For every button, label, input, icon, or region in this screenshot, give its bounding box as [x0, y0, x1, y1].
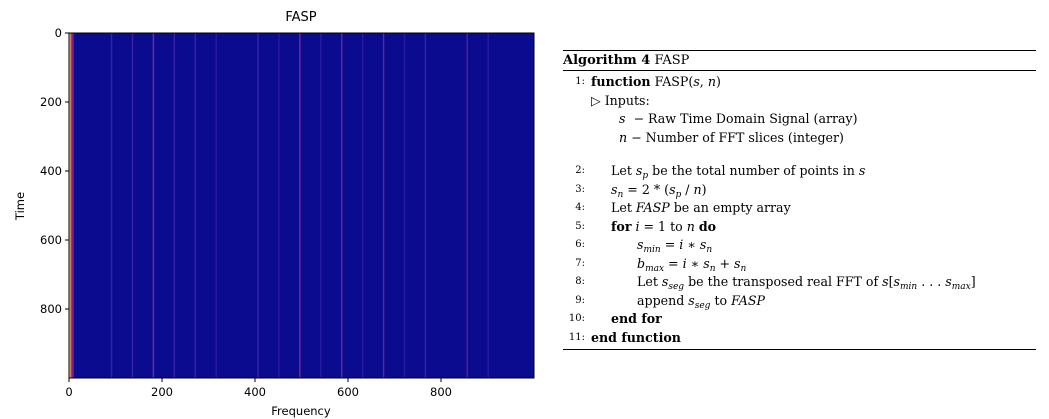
- algo-line-input-n: n − Number of FFT slices (integer): [619, 129, 844, 145]
- line-number: 11:: [568, 331, 585, 343]
- line-number: 10:: [568, 313, 585, 324]
- heatmap-column-14: [341, 33, 343, 378]
- algo-line-10: 10: end for: [563, 310, 1036, 329]
- algo-line-inputs: ▷ Inputs:: [563, 92, 1036, 111]
- heatmap-column-15: [361, 33, 364, 378]
- x-axis-label: Frequency: [271, 404, 331, 418]
- heatmap-column-2: [71, 33, 73, 378]
- heatmap-column-0: [69, 33, 71, 378]
- chart-title: FASP: [285, 10, 316, 25]
- fasp-heatmap-chart: FASP 0 200 400 600 800 0 200 400 600 800 Frequen…: [13, 10, 535, 418]
- plot-area: [69, 33, 534, 378]
- algo-line-input-s: s − Raw Time Domain Signal (array): [619, 111, 858, 126]
- algo-line-7: 7: bmax = i ∗ sn + sn: [563, 255, 1036, 274]
- keyword-do: do: [698, 218, 717, 234]
- y-axis-label: Time: [13, 192, 27, 221]
- heatmap-column-18: [424, 33, 427, 378]
- heatmap-column-5: [131, 33, 134, 378]
- caption-rule: [563, 70, 1036, 71]
- heatmap-column-12: [299, 33, 301, 378]
- algo-line-3: 3: sn = 2 * (sp / n): [563, 181, 1036, 200]
- inputs-comment: ▷ Inputs:: [591, 92, 650, 108]
- y-tick-label: 600: [40, 233, 62, 247]
- heatmap-column-9: [215, 33, 217, 378]
- keyword-function: function: [591, 74, 651, 89]
- y-tick-label: 200: [40, 95, 62, 109]
- heatmap-column-6: [152, 33, 155, 378]
- bottom-rule: [563, 349, 1036, 350]
- algorithm-name: FASP: [654, 53, 690, 68]
- algo-line-2: 2: Let sp be the total number of points …: [563, 162, 1036, 181]
- line-number: 2:: [575, 165, 585, 176]
- top-rule: [563, 50, 1036, 51]
- line-number: 4:: [575, 202, 585, 213]
- heatmap-column-4: [110, 33, 113, 378]
- keyword-for: for: [611, 218, 632, 234]
- algorithm-box: Algorithm 4 FASP 1: function FASP(s, n) …: [563, 50, 1036, 350]
- algo-line-4: 4: Let FASP be an empty array: [563, 199, 1036, 218]
- line-number: 6:: [575, 239, 585, 250]
- x-tick-label: 400: [244, 385, 266, 399]
- line-number: 3:: [575, 183, 585, 195]
- heatmap-column-20: [487, 33, 489, 378]
- line-number: 8:: [575, 276, 585, 287]
- heatmap-column-16: [382, 33, 385, 378]
- algo-line-1: 1: function FASP(s, n): [563, 73, 1036, 92]
- heatmap-column-17: [403, 33, 406, 378]
- line-number: 9:: [575, 294, 585, 306]
- x-tick-label: 800: [430, 385, 452, 399]
- algo-line-6: 6: smin = i ∗ sn: [563, 236, 1036, 255]
- heatmap-column-10: [257, 33, 259, 378]
- algo-line-8: 8: Let sseg be the transposed real FFT o…: [563, 273, 1036, 292]
- x-tick-label: 600: [337, 385, 359, 399]
- algorithm-label: Algorithm 4: [563, 53, 651, 68]
- algo-line-5: 5: for i = 1 to n do: [563, 218, 1036, 237]
- heatmap-column-8: [194, 33, 196, 378]
- heatmap-column-11: [278, 33, 280, 378]
- keyword-end-function: end function: [591, 329, 681, 345]
- y-tick-label: 400: [40, 164, 62, 178]
- line-number: 1:: [575, 76, 585, 87]
- algo-line-9: 9: append sseg to FASP: [563, 292, 1036, 311]
- line-number: 5:: [575, 220, 585, 232]
- line-number: 7:: [575, 257, 585, 269]
- x-tick-label: 0: [65, 385, 72, 399]
- heatmap-column-7: [173, 33, 176, 378]
- heatmap-svg: FASP 0 200 400 600 800 0 200 400 600 800 Frequen…: [13, 10, 535, 418]
- y-tick-label: 800: [40, 302, 62, 316]
- heatmap-column-1: [70, 33, 72, 378]
- x-tick-label: 200: [151, 385, 173, 399]
- heatmap-column-3: [72, 33, 75, 378]
- algo-line-11: 11: end function: [563, 329, 1036, 348]
- y-tick-label: 0: [55, 26, 62, 40]
- plot-frame: [68, 32, 535, 379]
- heatmap-column-19: [466, 33, 468, 378]
- keyword-end-for: end for: [611, 311, 662, 326]
- algorithm-caption: Algorithm 4 FASP: [563, 51, 1036, 70]
- heatmap-column-13: [320, 33, 322, 378]
